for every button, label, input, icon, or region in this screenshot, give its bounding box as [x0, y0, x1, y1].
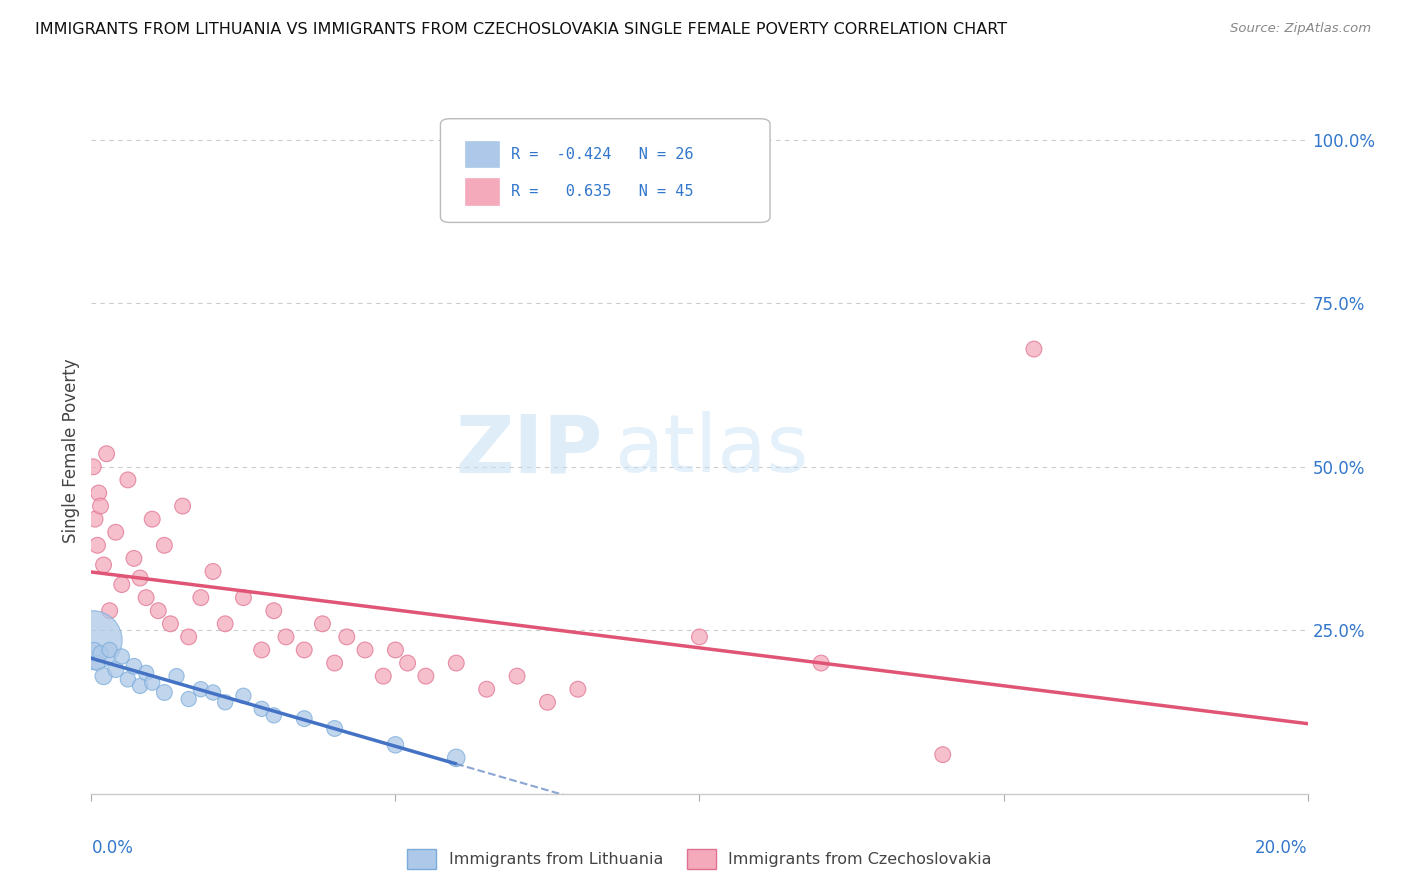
Point — [202, 685, 225, 699]
Point — [444, 751, 467, 765]
Point — [354, 643, 377, 657]
Point — [122, 551, 145, 566]
Point — [373, 669, 395, 683]
Point — [323, 656, 346, 670]
Point — [567, 682, 589, 697]
FancyBboxPatch shape — [440, 119, 770, 222]
Point — [444, 656, 467, 670]
Point — [214, 695, 236, 709]
Point — [117, 673, 139, 687]
Point — [263, 604, 285, 618]
Point — [177, 692, 200, 706]
Point — [89, 646, 111, 660]
Point — [87, 486, 110, 500]
Point — [86, 656, 108, 670]
Point — [89, 499, 111, 513]
Text: 20.0%: 20.0% — [1256, 838, 1308, 856]
Point — [148, 604, 170, 618]
Point — [536, 695, 558, 709]
Text: Source: ZipAtlas.com: Source: ZipAtlas.com — [1230, 22, 1371, 36]
Point — [86, 538, 108, 552]
Legend: Immigrants from Lithuania, Immigrants from Czechoslovakia: Immigrants from Lithuania, Immigrants fr… — [401, 843, 998, 875]
Text: 0.0%: 0.0% — [91, 838, 134, 856]
Point — [292, 643, 315, 657]
Point — [1022, 342, 1045, 356]
Point — [104, 663, 127, 677]
Y-axis label: Single Female Poverty: Single Female Poverty — [62, 359, 80, 542]
Point — [82, 459, 104, 474]
Point — [153, 685, 176, 699]
Bar — [465, 178, 499, 204]
Point — [415, 669, 437, 683]
Point — [323, 722, 346, 736]
Point — [153, 538, 176, 552]
Text: R =   0.635   N = 45: R = 0.635 N = 45 — [510, 184, 693, 199]
Point — [177, 630, 200, 644]
Point — [336, 630, 359, 644]
Point — [292, 712, 315, 726]
Point — [82, 633, 104, 648]
Point — [688, 630, 710, 644]
Point — [117, 473, 139, 487]
Point — [190, 591, 212, 605]
Point — [506, 669, 529, 683]
Point — [98, 604, 121, 618]
Point — [810, 656, 832, 670]
Point — [98, 643, 121, 657]
Point — [190, 682, 212, 697]
Point — [396, 656, 419, 670]
Point — [274, 630, 297, 644]
Bar — [465, 142, 499, 168]
Text: IMMIGRANTS FROM LITHUANIA VS IMMIGRANTS FROM CZECHOSLOVAKIA SINGLE FEMALE POVERT: IMMIGRANTS FROM LITHUANIA VS IMMIGRANTS … — [35, 22, 1007, 37]
Point — [311, 616, 333, 631]
Point — [263, 708, 285, 723]
Point — [931, 747, 953, 762]
Point — [84, 512, 107, 526]
Point — [135, 665, 157, 680]
Point — [93, 669, 115, 683]
Point — [111, 649, 134, 664]
Point — [250, 643, 273, 657]
Point — [384, 643, 406, 657]
Point — [172, 499, 194, 513]
Text: R =  -0.424   N = 26: R = -0.424 N = 26 — [510, 147, 693, 162]
Point — [104, 525, 127, 540]
Text: atlas: atlas — [614, 411, 808, 490]
Point — [111, 577, 134, 591]
Text: ZIP: ZIP — [456, 411, 602, 490]
Point — [202, 565, 225, 579]
Point — [232, 689, 254, 703]
Point — [96, 447, 118, 461]
Point — [159, 616, 181, 631]
Point — [384, 738, 406, 752]
Point — [122, 659, 145, 673]
Point — [141, 675, 163, 690]
Point — [135, 591, 157, 605]
Point — [250, 702, 273, 716]
Point — [129, 679, 152, 693]
Point — [166, 669, 188, 683]
Point — [475, 682, 498, 697]
Point — [232, 591, 254, 605]
Point — [141, 512, 163, 526]
Point — [83, 643, 105, 657]
Point — [93, 558, 115, 572]
Point — [214, 616, 236, 631]
Point — [129, 571, 152, 585]
